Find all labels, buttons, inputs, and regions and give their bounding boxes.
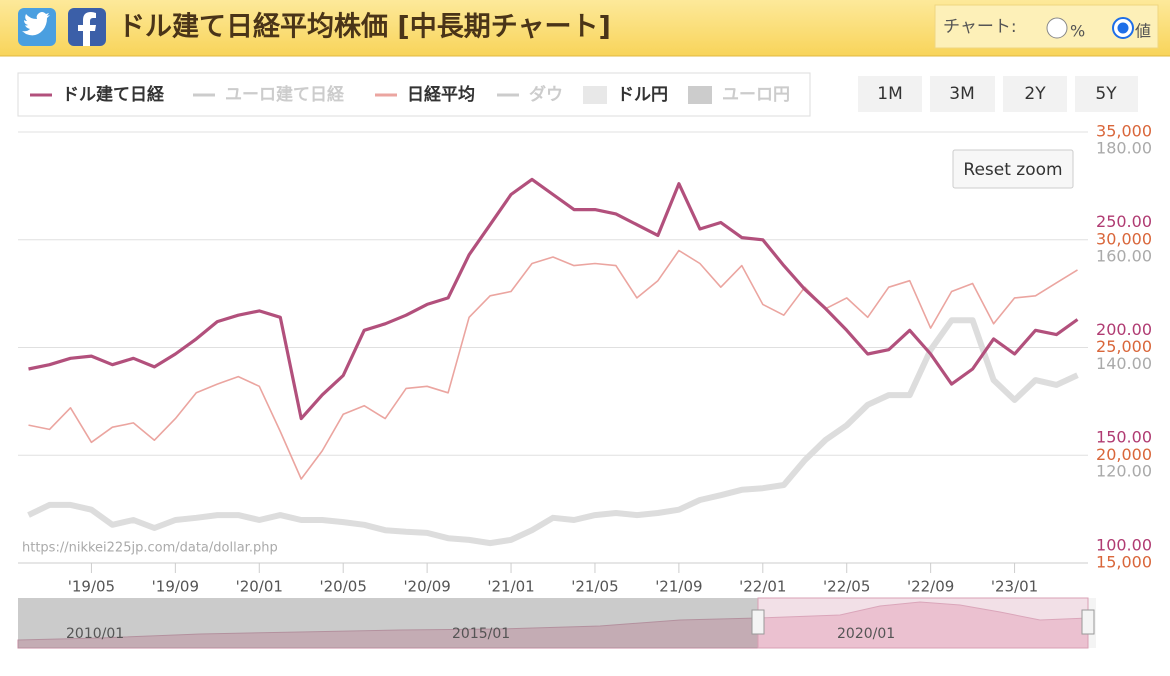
navigator-handle[interactable] [751, 609, 765, 635]
legend-label[interactable]: ドル円 [617, 85, 668, 105]
legend: ドル建て日経 ユーロ建て日経 日経平均 ダウ ドル円 ユーロ円 [30, 84, 790, 105]
reset-zoom-button[interactable] [952, 149, 1074, 189]
x-tick-label: '20/01 [236, 578, 283, 596]
range-button[interactable] [1075, 76, 1138, 112]
x-tick-label: '20/09 [403, 578, 450, 596]
radio-percent[interactable] [1046, 17, 1068, 39]
range-buttons: 1M 3M 2Y 5Y [858, 76, 1138, 112]
y-tick-label: 20,000 [1096, 445, 1152, 464]
x-tick-label: '21/01 [487, 578, 534, 596]
range-button-label[interactable]: 1M [877, 84, 902, 104]
range-button[interactable] [858, 76, 922, 112]
range-button-label[interactable]: 3M [949, 84, 974, 104]
y-tick-label: 25,000 [1096, 337, 1152, 356]
legend-label[interactable]: ユーロ建て日経 [225, 84, 345, 105]
y-tick-label: 120.00 [1096, 462, 1152, 481]
radio-value-dot [1117, 22, 1129, 34]
range-button-label[interactable]: 2Y [1024, 84, 1046, 104]
x-tick-label: '22/09 [907, 578, 954, 596]
navigator-label: 2010/01 [66, 626, 124, 642]
page-title: ドル建て日経平均株価 [中長期チャート] [118, 11, 611, 43]
chart-mode-label: チャート: [943, 17, 1017, 37]
y-tick-label: 160.00 [1096, 246, 1152, 265]
legend-box [17, 72, 811, 117]
x-tick-label: '21/05 [571, 578, 618, 596]
y-tick-label: 30,000 [1096, 229, 1152, 248]
x-tick-label: '19/09 [152, 578, 199, 596]
legend-label[interactable]: 日経平均 [407, 84, 475, 105]
range-button-label[interactable]: 5Y [1095, 84, 1117, 104]
range-button[interactable] [1003, 76, 1067, 112]
radio-value-label[interactable]: 値 [1135, 22, 1151, 41]
x-tick-label: '20/05 [320, 578, 367, 596]
legend-label[interactable]: ダウ [529, 84, 563, 105]
navigator-label: 2015/01 [452, 626, 510, 642]
range-button[interactable] [930, 76, 995, 112]
y-tick-label: 15,000 [1096, 553, 1152, 572]
y-tick-label: 140.00 [1096, 354, 1152, 373]
twitter-bird [22, 12, 50, 36]
navigator-handle[interactable] [1081, 609, 1095, 635]
legend-label[interactable]: ドル建て日経 [62, 84, 165, 105]
x-tick-label: '23/01 [991, 578, 1038, 596]
source-url: https://nikkei225jp.com/data/dollar.php [22, 541, 278, 556]
series-line [28, 249, 1078, 480]
y-tick-label: 250.00 [1096, 212, 1152, 231]
x-tick-label: '21/09 [655, 578, 702, 596]
navigator: 2010/01 2015/01 2020/01 [17, 597, 1096, 649]
y-tick-label: 100.00 [1096, 535, 1152, 554]
plot-area: 100.00 150.00 200.00 250.00 15,000 20,000 25,0… [18, 122, 1152, 596]
y-tick-label: 35,000 [1096, 122, 1152, 141]
y-tick-label: 150.00 [1096, 428, 1152, 447]
legend-symbol [688, 86, 712, 104]
navigator-mask [18, 598, 758, 648]
legend-symbol [583, 86, 607, 104]
series-line [28, 177, 1079, 421]
series-line [27, 317, 1079, 547]
y-tick-label: 180.00 [1096, 139, 1152, 158]
radio-percent-label[interactable]: % [1070, 22, 1085, 41]
navigator-window[interactable] [757, 597, 1089, 649]
x-tick-label: '22/05 [823, 578, 870, 596]
facebook-f [78, 12, 96, 46]
y-tick-label: 200.00 [1096, 320, 1152, 339]
legend-label[interactable]: ユーロ円 [722, 85, 790, 105]
navigator-label: 2020/01 [837, 626, 895, 642]
reset-zoom-label[interactable]: Reset zoom [963, 160, 1062, 180]
x-tick-label: '22/01 [739, 578, 786, 596]
x-tick-label: '19/05 [68, 578, 115, 596]
